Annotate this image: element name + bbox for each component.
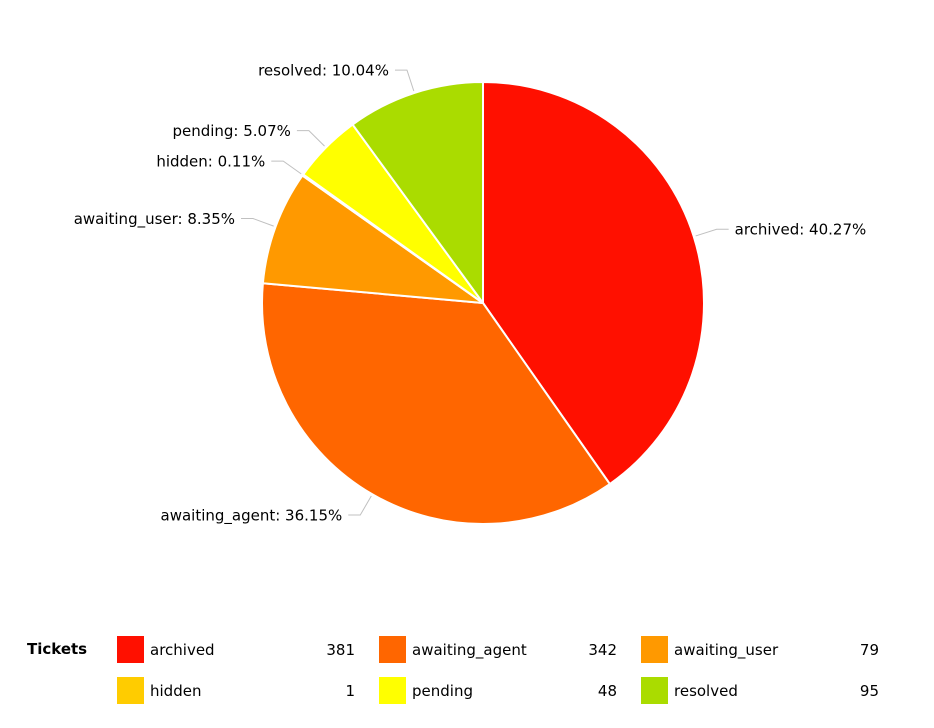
chart-legend: Tickets archived 381 awaiting_agent 342 … — [27, 636, 879, 704]
legend-label: resolved — [674, 681, 738, 700]
legend-item-resolved: resolved 95 — [641, 677, 879, 704]
legend-count: 381 — [326, 640, 355, 659]
slice-label-awaiting_user: awaiting_user: 8.35% — [74, 210, 235, 229]
legend-label: archived — [150, 640, 215, 659]
legend-item-archived: archived 381 — [117, 636, 355, 663]
pie-slice-archived — [482, 81, 705, 486]
legend-label: awaiting_agent — [412, 640, 527, 659]
legend-count: 79 — [859, 640, 879, 659]
slice-label-hidden: hidden: 0.11% — [156, 152, 265, 170]
legend-swatch-pending — [379, 677, 406, 704]
legend-grid: archived 381 awaiting_agent 342 awaiting… — [117, 636, 879, 704]
label-leader-line-hidden — [271, 160, 302, 175]
legend-label: hidden — [150, 681, 202, 700]
slice-label-archived: archived: 40.27% — [735, 221, 867, 239]
legend-count: 1 — [345, 681, 355, 700]
legend-label: pending — [412, 681, 473, 700]
legend-swatch-hidden — [117, 677, 144, 704]
legend-title: Tickets — [27, 640, 88, 658]
label-leader-line-resolved — [394, 69, 415, 92]
pie-slice-awaiting_user — [261, 174, 484, 304]
slice-label-pending: pending: 5.07% — [172, 122, 290, 140]
slice-label-awaiting_agent: awaiting_agent: 36.15% — [161, 506, 343, 525]
tickets-pie-chart: archived: 40.27% awaiting_agent: 36.15% aw… — [74, 61, 867, 525]
legend-swatch-awaiting-agent — [379, 636, 406, 663]
legend-item-hidden: hidden 1 — [117, 677, 355, 704]
slice-label-resolved: resolved: 10.04% — [258, 61, 389, 79]
legend-count: 95 — [859, 681, 879, 700]
pie-slice-awaiting_agent — [261, 282, 611, 525]
legend-label: awaiting_user — [674, 640, 779, 659]
legend-item-pending: pending 48 — [379, 677, 617, 704]
legend-swatch-archived — [117, 636, 144, 663]
legend-item-awaiting-user: awaiting_user 79 — [641, 636, 879, 663]
label-leader-line-awaiting_user — [241, 218, 274, 227]
legend-swatch-resolved — [641, 677, 668, 704]
label-leader-line-awaiting_agent — [348, 495, 372, 516]
legend-count: 342 — [588, 640, 617, 659]
legend-item-awaiting-agent: awaiting_agent 342 — [379, 636, 617, 663]
legend-swatch-awaiting-user — [641, 636, 668, 663]
label-leader-line-pending — [296, 130, 325, 147]
legend-count: 48 — [597, 681, 617, 700]
pie-slice-resolved — [351, 81, 484, 304]
label-leader-line-archived — [695, 228, 729, 237]
